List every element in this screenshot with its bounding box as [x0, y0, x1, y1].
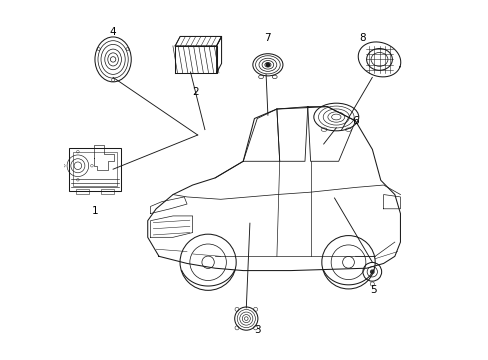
Text: 1: 1 — [92, 206, 98, 216]
Text: 4: 4 — [110, 27, 116, 37]
Bar — [69, 148, 121, 191]
Text: 5: 5 — [369, 285, 376, 295]
Bar — [73, 152, 117, 186]
Circle shape — [265, 63, 269, 67]
Text: 3: 3 — [253, 325, 260, 336]
Text: 2: 2 — [192, 87, 199, 97]
Text: 7: 7 — [264, 33, 271, 43]
Text: 6: 6 — [351, 116, 358, 126]
Circle shape — [370, 270, 373, 274]
Bar — [76, 189, 88, 194]
Text: 8: 8 — [359, 33, 365, 43]
Bar — [101, 189, 114, 194]
